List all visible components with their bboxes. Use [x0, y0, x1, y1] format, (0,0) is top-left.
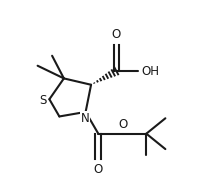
Text: OH: OH: [142, 65, 160, 78]
Text: O: O: [94, 163, 103, 176]
Text: N: N: [81, 112, 90, 125]
Text: O: O: [118, 118, 127, 131]
Text: S: S: [39, 94, 47, 107]
Text: O: O: [112, 28, 121, 40]
